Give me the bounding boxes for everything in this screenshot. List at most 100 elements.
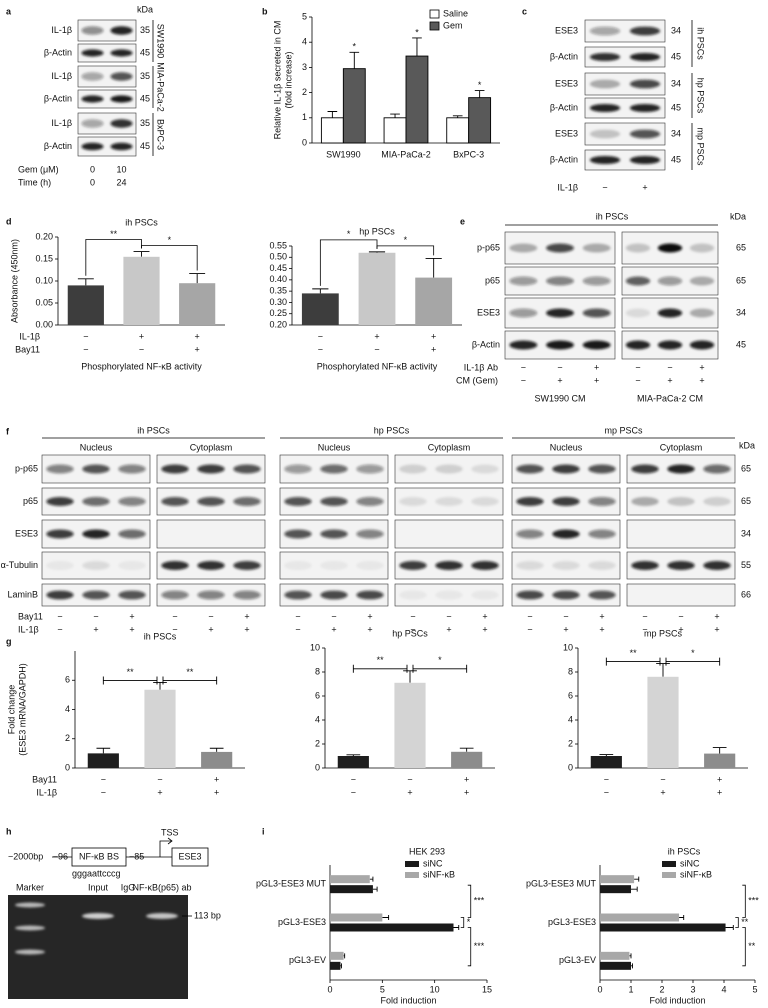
row-label: IL-1β [51, 25, 72, 35]
x-tick-label: SW1990 [326, 149, 361, 159]
blot-band [625, 243, 651, 253]
y-axis-label: (ESE3 mRNA/GAPDH) [17, 663, 27, 756]
chart-title: ih PSCs [125, 217, 158, 227]
blot-band [588, 561, 616, 570]
blot-band [356, 529, 384, 539]
blot-band [582, 276, 611, 286]
significance: *** [474, 896, 485, 906]
blot-band [110, 49, 133, 57]
group-label: MIA-PaCa-2 CM [637, 393, 703, 403]
condition-value: + [157, 787, 162, 797]
kda-label: 65 [736, 275, 746, 285]
x-tick-label: 0 [597, 984, 602, 994]
gene-box [171, 847, 209, 867]
condition-label: IL-1β [19, 331, 40, 341]
error-bar [133, 251, 150, 257]
cell-type: ih PSCs [137, 425, 170, 435]
fraction-label: Nucleus [550, 442, 583, 452]
significance: * [691, 648, 695, 658]
blot-frame [77, 89, 137, 109]
bar [600, 913, 680, 922]
error-bar [189, 273, 206, 284]
x-tick-label: MIA-PaCa-2 [381, 149, 431, 159]
gel-band [15, 925, 45, 931]
fraction-label: Nucleus [318, 442, 351, 452]
condition-value: + [717, 774, 722, 784]
condition-value: 0 [90, 164, 95, 174]
blot-band [82, 561, 110, 570]
significance-bracket [460, 917, 465, 928]
condition-value: + [678, 624, 683, 634]
cell-type: hp PSCs [374, 425, 410, 435]
gel-band [15, 902, 45, 908]
condition-value: − [521, 375, 526, 385]
significance: * [404, 235, 408, 245]
condition-value: + [464, 774, 469, 784]
blot-band [161, 590, 189, 600]
condition-value: − [139, 344, 144, 354]
condition-label: Bay11 [15, 344, 40, 354]
significance: * [347, 229, 351, 239]
group-label: SW1990 CM [534, 393, 585, 403]
significance-bracket [467, 884, 472, 918]
blot-band [471, 464, 499, 474]
blot-band [435, 497, 463, 506]
bar [394, 682, 426, 768]
condition-value: − [521, 362, 526, 372]
blot-band [161, 561, 189, 570]
blot-band [197, 464, 225, 474]
y-tick-label: 0.05 [35, 297, 53, 307]
blot-band [546, 276, 574, 286]
row-label: p65 [23, 496, 38, 506]
condition-value: − [295, 611, 300, 621]
gel-band [146, 913, 178, 919]
condition-value: + [195, 331, 200, 341]
kda-label: 55 [741, 560, 751, 570]
significance: * [478, 80, 482, 90]
bar [415, 277, 453, 325]
y-tick-label: 8 [315, 666, 320, 676]
error-bar [634, 876, 640, 882]
error-bar [372, 886, 378, 892]
condition-value: − [101, 774, 106, 784]
blot-band [471, 590, 499, 600]
bar [67, 285, 104, 325]
y-tick-label: 0.35 [269, 286, 287, 296]
x-axis-label: Phosphorylated NF-κB activity [317, 361, 438, 371]
blot-band [631, 464, 659, 474]
y-tick-label: 2 [568, 738, 573, 748]
significance-bracket [735, 917, 739, 928]
error-bar [327, 111, 338, 118]
y-tick-label: 5 [302, 11, 307, 21]
kda-label: 35 [140, 118, 150, 128]
condition-value: + [464, 787, 469, 797]
bar [87, 753, 119, 768]
bar [123, 256, 160, 325]
condition-value: + [714, 624, 719, 634]
y-axis-label: Relative IL-1β secreted in CM [272, 21, 282, 140]
blot-band [435, 561, 463, 570]
blot-band [667, 497, 695, 506]
condition-value: + [594, 362, 599, 372]
condition-label: IL-1β [36, 787, 57, 797]
blot-band [516, 590, 544, 600]
significance-bracket [352, 664, 408, 673]
blot-band [110, 72, 133, 81]
cell-type: mp PSCs [604, 425, 643, 435]
error-bar [312, 288, 329, 294]
blot-band [509, 340, 538, 350]
blot-band [582, 308, 611, 318]
error-bar [712, 747, 727, 754]
condition-value: + [208, 624, 213, 634]
cell-type: ih PSCs [596, 211, 629, 221]
chart-title: mp PSCs [644, 628, 683, 638]
fraction-label: Cytoplasm [428, 442, 471, 452]
blot-band [546, 243, 574, 253]
y-tick-label: 0.20 [269, 319, 287, 329]
blot-band [233, 590, 261, 600]
panel-label: e [460, 216, 465, 226]
y-tick-label: 4 [65, 704, 70, 714]
legend-label: siNC [423, 858, 443, 868]
condition-value: + [699, 362, 704, 372]
blot-frame [77, 43, 137, 63]
